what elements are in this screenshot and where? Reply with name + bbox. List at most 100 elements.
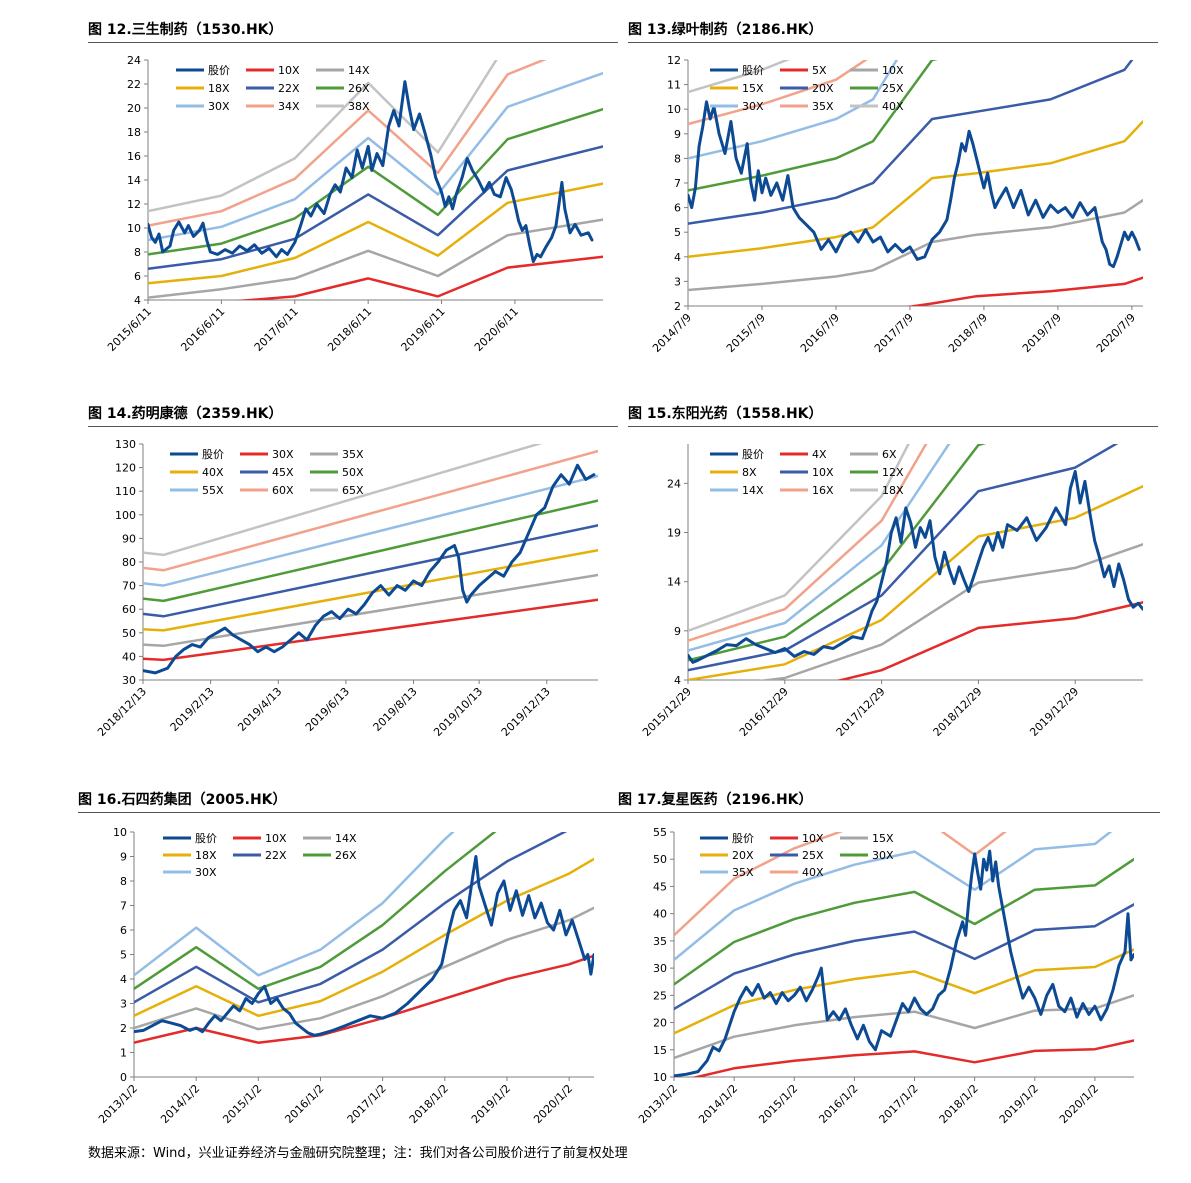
chart-sansheng: 4 6 8 10 12 14 16 18 20 22 24 2015/6/11 2016/6/11 201… [105, 54, 603, 354]
chart-panel-fosun: 图 17.复星医药（2196.HK） 10 15 20 25 30 35 40 45 50 55 2… [618, 790, 1160, 1160]
chart-title: 图 13.绿叶制药（2186.HK） [628, 20, 1158, 43]
pe-band-line [148, 107, 603, 256]
x-tick-label: 2017/1/2 [345, 1082, 389, 1126]
pe-band-line [906, 276, 1143, 306]
x-tick-label: 2016/7/9 [798, 311, 842, 355]
y-tick-label: 4 [674, 674, 681, 687]
pe-band-line [134, 832, 455, 977]
chart-title: 图 16.石四药集团（2005.HK） [78, 790, 620, 813]
pe-band-line [688, 444, 951, 652]
x-tick-label: 2018/1/2 [937, 1082, 981, 1126]
pe-band-line [148, 145, 603, 271]
chart-wuxi: 30 40 50 60 70 80 90 100 110 120 130 2018/12/13 2019… [95, 438, 598, 739]
legend-label: 20X [812, 82, 834, 95]
legend-label: 5X [812, 64, 827, 77]
legend: 股价 10X 14X 18X 22X 26X 30X 34X 38X [176, 64, 370, 113]
pe-band-line [688, 485, 1143, 680]
legend-label: 45X [272, 466, 294, 479]
pe-band-line [143, 449, 598, 572]
pe-band-line [143, 573, 598, 648]
y-tick-label: 40 [122, 650, 136, 663]
legend-label: 65X [342, 484, 364, 497]
legend: 股价 10X 15X 20X 25X 30X 35X 40X [700, 832, 894, 879]
pe-band-line [688, 60, 868, 126]
pe-band-line [674, 903, 1134, 1011]
y-tick-label: 100 [115, 509, 136, 522]
pe-band-line [674, 948, 1134, 1035]
legend-label: 50X [342, 466, 364, 479]
legend-label: 26X [348, 82, 370, 95]
legend-label: 15X [742, 82, 764, 95]
y-tick-label: 60 [122, 603, 136, 616]
legend-label: 10X [265, 832, 287, 845]
pe-band-line [688, 60, 899, 160]
x-tick-label: 2019/7/9 [1020, 311, 1064, 355]
legend-label: 6X [882, 448, 897, 461]
legend-label: 40X [802, 866, 824, 879]
x-tick-label: 2018/7/9 [946, 311, 990, 355]
pe-band-line [143, 598, 598, 662]
x-tick-label: 2017/6/11 [252, 305, 301, 354]
y-tick-label: 110 [115, 485, 136, 498]
y-tick-label: 22 [127, 78, 141, 91]
x-tick-label: 2018/1/2 [407, 1082, 451, 1126]
y-tick-label: 40 [653, 908, 667, 921]
chart-panel-luye: 图 13.绿叶制药（2186.HK） 2 3 4 5 6 7 8 9 10 11 12 2014/7/… [628, 20, 1158, 390]
pe-band-line [674, 832, 1007, 937]
y-tick-label: 8 [674, 152, 681, 165]
legend-label: 10X [812, 466, 834, 479]
x-tick-label: 2015/6/11 [105, 305, 154, 354]
legend-label: 10X [278, 64, 300, 77]
x-tick-label: 2013/1/2 [636, 1082, 680, 1126]
x-tick-label: 2019/1/2 [997, 1082, 1041, 1126]
y-tick-label: 50 [122, 627, 136, 640]
price-line [134, 855, 594, 1037]
y-tick-label: 16 [127, 150, 141, 163]
legend-label: 40X [202, 466, 224, 479]
y-tick-label: 7 [120, 900, 127, 913]
y-tick-label: 9 [120, 851, 127, 864]
y-tick-label: 11 [667, 79, 681, 92]
chart-panel-dongyangguang: 图 15.东阳光药（1558.HK） 4 9 14 19 24 2015/12/29 201… [628, 404, 1158, 774]
y-tick-label: 12 [667, 54, 681, 67]
y-tick-label: 6 [134, 270, 141, 283]
y-tick-label: 14 [127, 174, 141, 187]
legend-label: 22X [278, 82, 300, 95]
x-tick-label: 2015/7/9 [724, 311, 768, 355]
pe-band-line [688, 120, 1143, 259]
pe-band-line [758, 543, 1143, 680]
y-tick-label: 4 [674, 251, 681, 264]
y-tick-label: 8 [134, 246, 141, 259]
chart-title: 图 14.药明康德（2359.HK） [88, 404, 618, 427]
price-line [688, 100, 1141, 269]
legend-label: 30X [272, 448, 294, 461]
y-tick-label: 10 [667, 103, 681, 116]
y-tick-label: 50 [653, 853, 667, 866]
pe-band-line [143, 499, 598, 603]
x-tick-label: 2014/1/2 [158, 1082, 202, 1126]
x-tick-label: 2019/2/13 [168, 685, 217, 734]
legend-label: 25X [802, 849, 824, 862]
chart-fosun: 10 15 20 25 30 35 40 45 50 55 2013/1/2 2014/1/2 2015… [636, 826, 1134, 1126]
x-tick-label: 2017/7/9 [872, 311, 916, 355]
chart-luye: 2 3 4 5 6 7 8 9 10 11 12 2014/7/9 2015/7/9 2016/7/9 20… [650, 54, 1143, 355]
pe-band-line [143, 474, 598, 587]
x-tick-label: 2014/1/2 [696, 1082, 740, 1126]
legend-label: 10X [882, 64, 904, 77]
y-tick-label: 120 [115, 462, 136, 475]
x-tick-label: 2018/6/11 [325, 305, 374, 354]
pe-band-line [143, 444, 543, 557]
legend-label: 35X [342, 448, 364, 461]
legend-label: 18X [195, 849, 217, 862]
y-tick-label: 15 [653, 1044, 667, 1057]
y-tick-label: 2 [120, 1022, 127, 1035]
pe-band-line [688, 60, 1134, 225]
series-group [674, 832, 1134, 1077]
legend-label: 16X [812, 484, 834, 497]
legend-label: 股价 [742, 448, 764, 461]
chart-panel-wuxi: 图 14.药明康德（2359.HK） 30 40 50 60 70 80 90 100 110 1… [88, 404, 618, 774]
y-tick-label: 12 [127, 198, 141, 211]
x-tick-label: 2018/12/29 [931, 685, 985, 739]
legend: 股价 5X 10X 15X 20X 25X 30X 35X 40X [710, 64, 904, 113]
y-tick-label: 24 [667, 477, 681, 490]
